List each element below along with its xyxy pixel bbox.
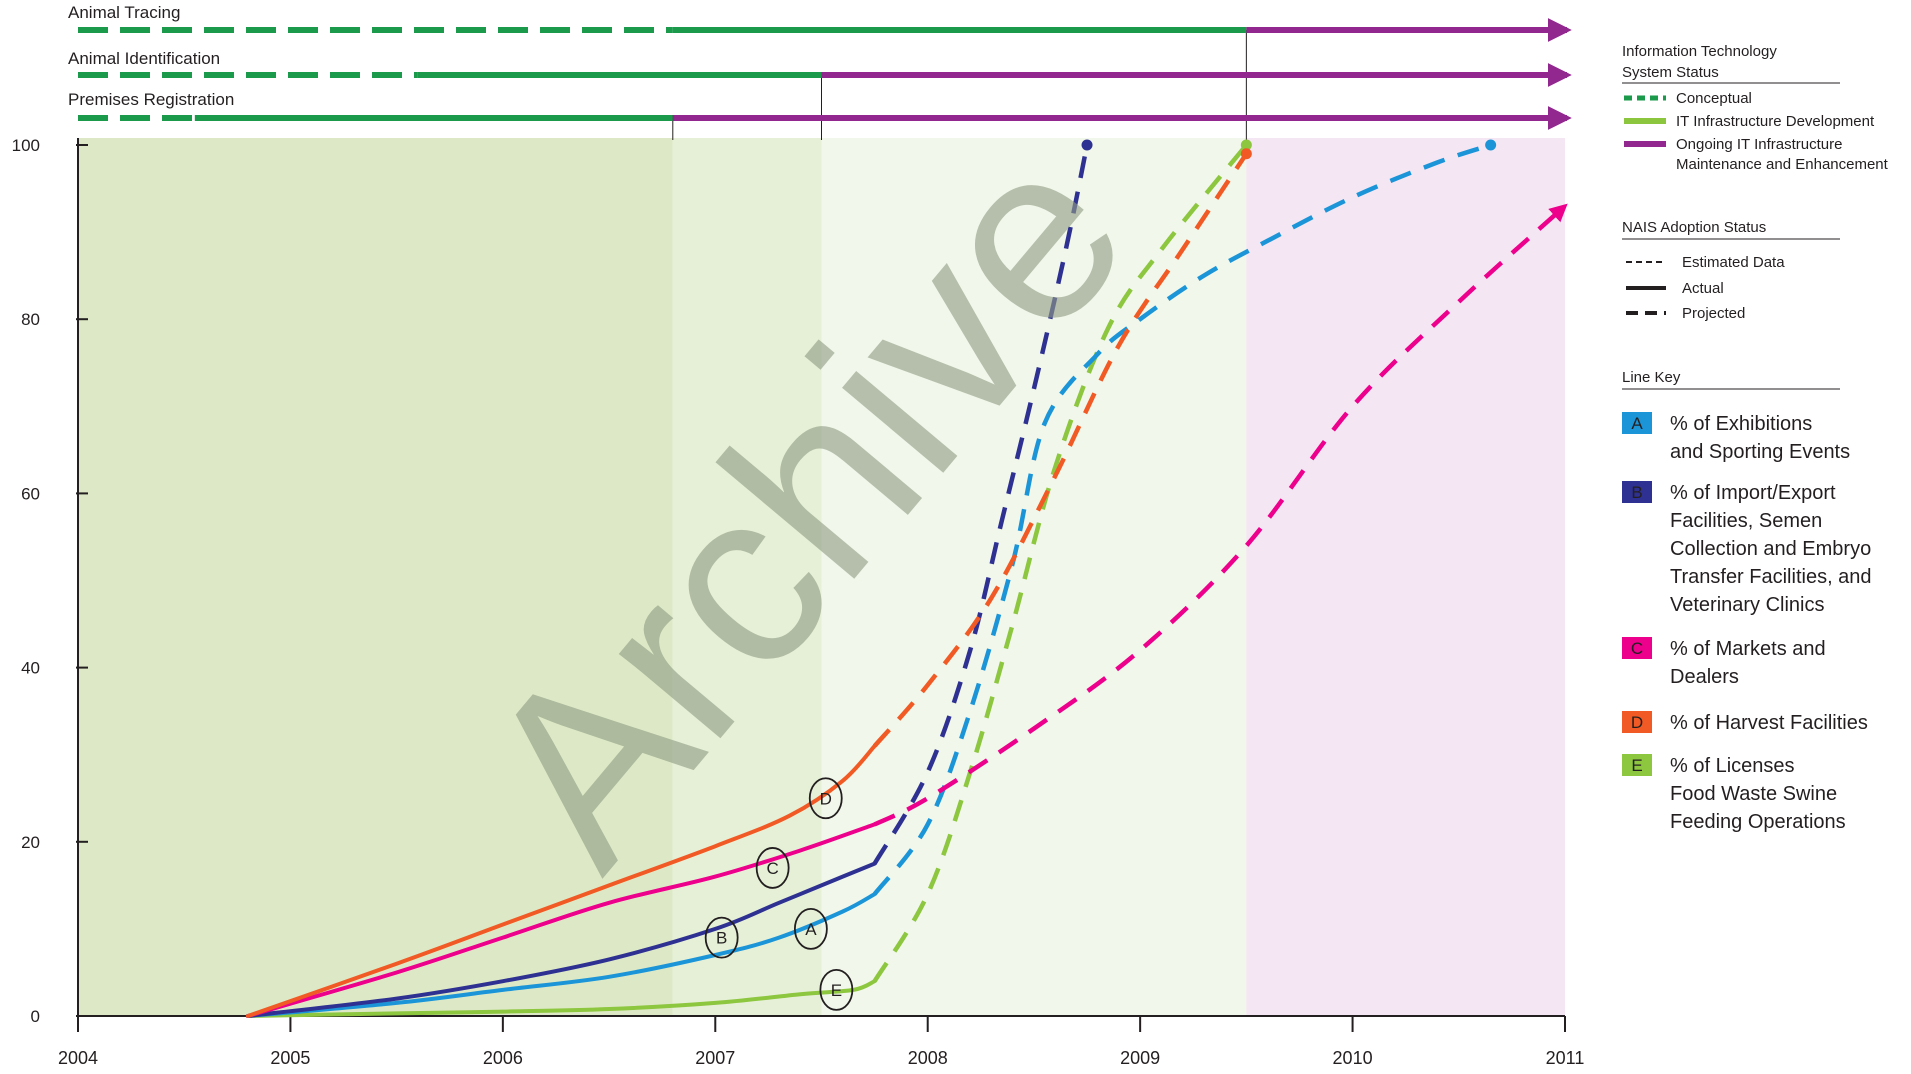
x-tick-label-2010: 2010 bbox=[1333, 1048, 1373, 1068]
series-E-label-circle bbox=[819, 968, 854, 1011]
legend-ongoing-label-1: Ongoing IT Infrastructure bbox=[1676, 136, 1842, 153]
x-tick-label-2008: 2008 bbox=[908, 1048, 948, 1068]
linekey-text-E-1: % of Licenses bbox=[1670, 755, 1795, 777]
linekey-letter-C: C bbox=[1631, 639, 1643, 658]
linekey-swatch-E bbox=[1622, 754, 1652, 776]
series-C-projected-line bbox=[873, 203, 1568, 827]
linekey-text-B-3: Collection and Embryo bbox=[1670, 538, 1871, 560]
linekey-swatch-B bbox=[1622, 481, 1652, 503]
y-tick-label-40: 40 bbox=[21, 659, 40, 678]
linekey-swatch-A bbox=[1622, 412, 1652, 434]
legend-conceptual-label: Conceptual bbox=[1676, 90, 1752, 107]
series-A-label-letter: A bbox=[805, 920, 817, 939]
series-B-actual-line bbox=[245, 861, 877, 1018]
series-E-end-marker bbox=[1240, 139, 1252, 151]
series-D-label-letter: D bbox=[820, 789, 832, 808]
series-D-projected-line bbox=[872, 152, 1249, 748]
linekey-letter-A: A bbox=[1631, 414, 1643, 433]
series-B-projected-line bbox=[872, 144, 1090, 865]
background-zone-1 bbox=[78, 138, 673, 1016]
linekey-text-B-1: % of Import/Export bbox=[1670, 482, 1836, 504]
legend-actual-label: Actual bbox=[1682, 280, 1724, 297]
linekey-text-C-2: Dealers bbox=[1670, 666, 1739, 688]
x-tick-label-2009: 2009 bbox=[1120, 1048, 1160, 1068]
x-tick-label-2005: 2005 bbox=[270, 1048, 310, 1068]
series-B-end-marker bbox=[1081, 139, 1093, 151]
y-tick-label-0: 0 bbox=[31, 1007, 40, 1026]
series-E-projected-line bbox=[872, 143, 1249, 983]
series-A-projected-line bbox=[872, 142, 1492, 896]
background-zone-3 bbox=[821, 138, 1247, 1016]
legend-linekey-items: A % of Exhibitions and Sporting Events B % o… bbox=[1622, 412, 1872, 833]
linekey-swatch-D bbox=[1622, 711, 1652, 733]
series-A-end-marker bbox=[1485, 139, 1497, 151]
y-tick-label-100: 100 bbox=[12, 136, 40, 155]
y-tick-label-80: 80 bbox=[21, 310, 40, 329]
linekey-letter-B: B bbox=[1631, 483, 1642, 502]
it-bar-label-tracing: Animal Tracing bbox=[68, 3, 180, 22]
legend-it-status: Information Technology System Status Con… bbox=[1622, 43, 1889, 173]
legend-ongoing-label-2: Maintenance and Enhancement bbox=[1676, 156, 1889, 173]
linekey-text-E-2: Food Waste Swine bbox=[1670, 783, 1837, 805]
background-zones bbox=[78, 138, 1565, 1016]
legend-linekey-title: Line Key bbox=[1622, 369, 1681, 386]
linekey-text-A-2: and Sporting Events bbox=[1670, 441, 1850, 463]
linekey-text-D-1: % of Harvest Facilities bbox=[1670, 712, 1868, 734]
x-tick-label-2006: 2006 bbox=[483, 1048, 523, 1068]
series-C-label-circle bbox=[755, 847, 790, 889]
x-tick-label-2007: 2007 bbox=[695, 1048, 735, 1068]
legend-nais-status: NAIS Adoption Status Estimated Data Actu… bbox=[1622, 219, 1840, 322]
series-A-actual-line bbox=[245, 892, 877, 1018]
adoption-series-lines bbox=[245, 139, 1568, 1018]
series-D-end-marker bbox=[1240, 148, 1252, 160]
series-B-label-letter: B bbox=[716, 929, 727, 948]
series-D-actual-line bbox=[245, 744, 877, 1018]
legend-line-key: Line Key A % of Exhibitions and Sporting E… bbox=[1622, 369, 1872, 833]
linekey-text-B-2: Facilities, Semen bbox=[1670, 510, 1822, 532]
linekey-text-A-1: % of Exhibitions bbox=[1670, 413, 1812, 435]
y-tick-label-60: 60 bbox=[21, 484, 40, 503]
it-status-bars bbox=[78, 18, 1572, 130]
legend-estimated-label: Estimated Data bbox=[1682, 254, 1785, 271]
linekey-letter-E: E bbox=[1631, 756, 1642, 775]
linekey-text-E-3: Feeding Operations bbox=[1670, 811, 1846, 833]
it-bar-label-premises: Premises Registration bbox=[68, 90, 234, 109]
series-C-actual-line bbox=[245, 822, 877, 1018]
legend-nais-title: NAIS Adoption Status bbox=[1622, 219, 1766, 236]
legend-dev-label: IT Infrastructure Development bbox=[1676, 113, 1875, 130]
linekey-swatch-C bbox=[1622, 637, 1652, 659]
series-D-label-circle bbox=[808, 777, 843, 820]
x-tick-label-2011: 2011 bbox=[1546, 1048, 1585, 1068]
linekey-text-B-4: Transfer Facilities, and bbox=[1670, 566, 1872, 588]
series-letter-labels: E A B C D bbox=[704, 777, 854, 1011]
series-E-label-letter: E bbox=[831, 981, 842, 1000]
linekey-text-B-5: Veterinary Clinics bbox=[1670, 594, 1825, 616]
y-tick-label-20: 20 bbox=[21, 833, 40, 852]
legend-it-title-2: System Status bbox=[1622, 64, 1719, 81]
series-E-actual-line bbox=[245, 979, 877, 1018]
series-A-label-circle bbox=[793, 908, 828, 950]
legend-it-title-1: Information Technology bbox=[1622, 43, 1777, 60]
series-C-label-letter: C bbox=[767, 859, 779, 878]
background-zone-2 bbox=[672, 138, 822, 1016]
linekey-text-C-1: % of Markets and bbox=[1670, 638, 1826, 660]
linekey-letter-D: D bbox=[1631, 713, 1643, 732]
background-zone-4 bbox=[1246, 138, 1565, 1016]
series-B-label-circle bbox=[704, 916, 739, 959]
x-tick-label-2004: 2004 bbox=[58, 1048, 98, 1068]
legend-projected-label: Projected bbox=[1682, 305, 1745, 322]
it-bar-label-identification: Animal Identification bbox=[68, 49, 220, 68]
